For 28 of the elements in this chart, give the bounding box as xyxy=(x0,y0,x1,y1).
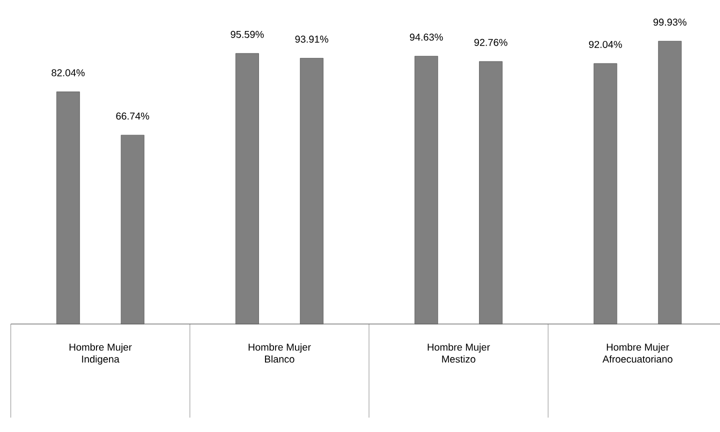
series-label: Hombre xyxy=(70,343,104,351)
text: Mujer xyxy=(466,343,490,353)
text: Hombre xyxy=(606,343,642,351)
bar xyxy=(594,63,618,324)
data-label: 93.91% xyxy=(295,36,328,43)
bar xyxy=(56,92,80,324)
data-label: 92.04% xyxy=(588,40,622,48)
text: Hombre xyxy=(248,343,283,351)
text: Mujer xyxy=(286,343,311,353)
bar xyxy=(479,61,503,324)
bar xyxy=(658,40,682,324)
text: Hombre xyxy=(428,343,462,351)
data-label: 66.74% xyxy=(116,112,150,120)
bar xyxy=(300,58,324,324)
x-tick-label: Blanco xyxy=(265,355,294,363)
x-tick-label: Afroecuatoriano xyxy=(602,355,672,363)
text: Mujer xyxy=(645,343,670,353)
data-label: 94.63% xyxy=(410,34,443,41)
x-tick-label: Indigena xyxy=(82,355,120,365)
data-label: 95.59% xyxy=(230,30,264,38)
data-label: 99.93% xyxy=(653,18,686,26)
data-label: 92.76% xyxy=(474,38,508,46)
bar xyxy=(235,53,259,324)
data-label: 82.04% xyxy=(52,69,85,76)
series-label: Mujer xyxy=(108,343,132,353)
bar xyxy=(120,134,144,324)
bar xyxy=(414,56,438,324)
x-tick-label: Mestizo xyxy=(442,355,476,363)
